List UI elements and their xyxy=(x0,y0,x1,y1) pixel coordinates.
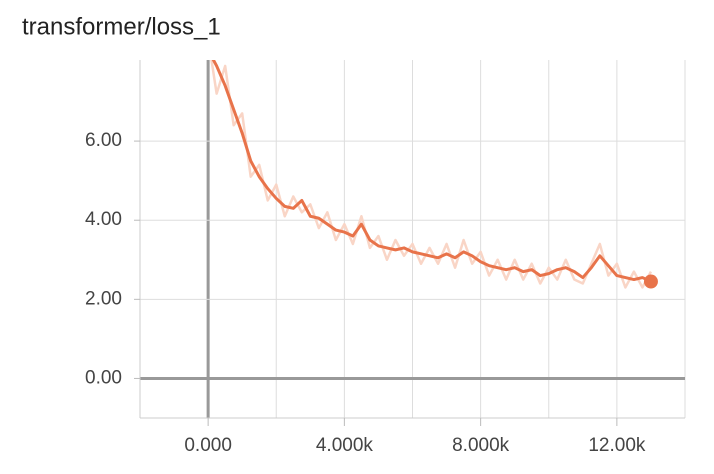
tick-labels: 0.000 4.000k 8.000k 12.00k 0.00 2.00 4.00 6.00 xyxy=(85,130,646,456)
plot-area xyxy=(210,60,653,289)
end-point xyxy=(643,274,658,289)
chart-title: transformer/loss_1 xyxy=(22,13,221,40)
x-tick-label: 8.000k xyxy=(452,435,510,456)
grid xyxy=(139,60,686,419)
y-tick-label: 0.00 xyxy=(85,367,122,388)
series-line xyxy=(210,60,653,289)
x-tick-label: 0.000 xyxy=(184,435,232,456)
x-tick-label: 12.00k xyxy=(588,435,646,456)
series-line xyxy=(211,60,652,283)
y-tick-label: 2.00 xyxy=(85,288,122,309)
y-tick-label: 6.00 xyxy=(85,130,122,151)
y-tick-label: 4.00 xyxy=(85,209,122,230)
x-tick-label: 4.000k xyxy=(316,435,374,456)
